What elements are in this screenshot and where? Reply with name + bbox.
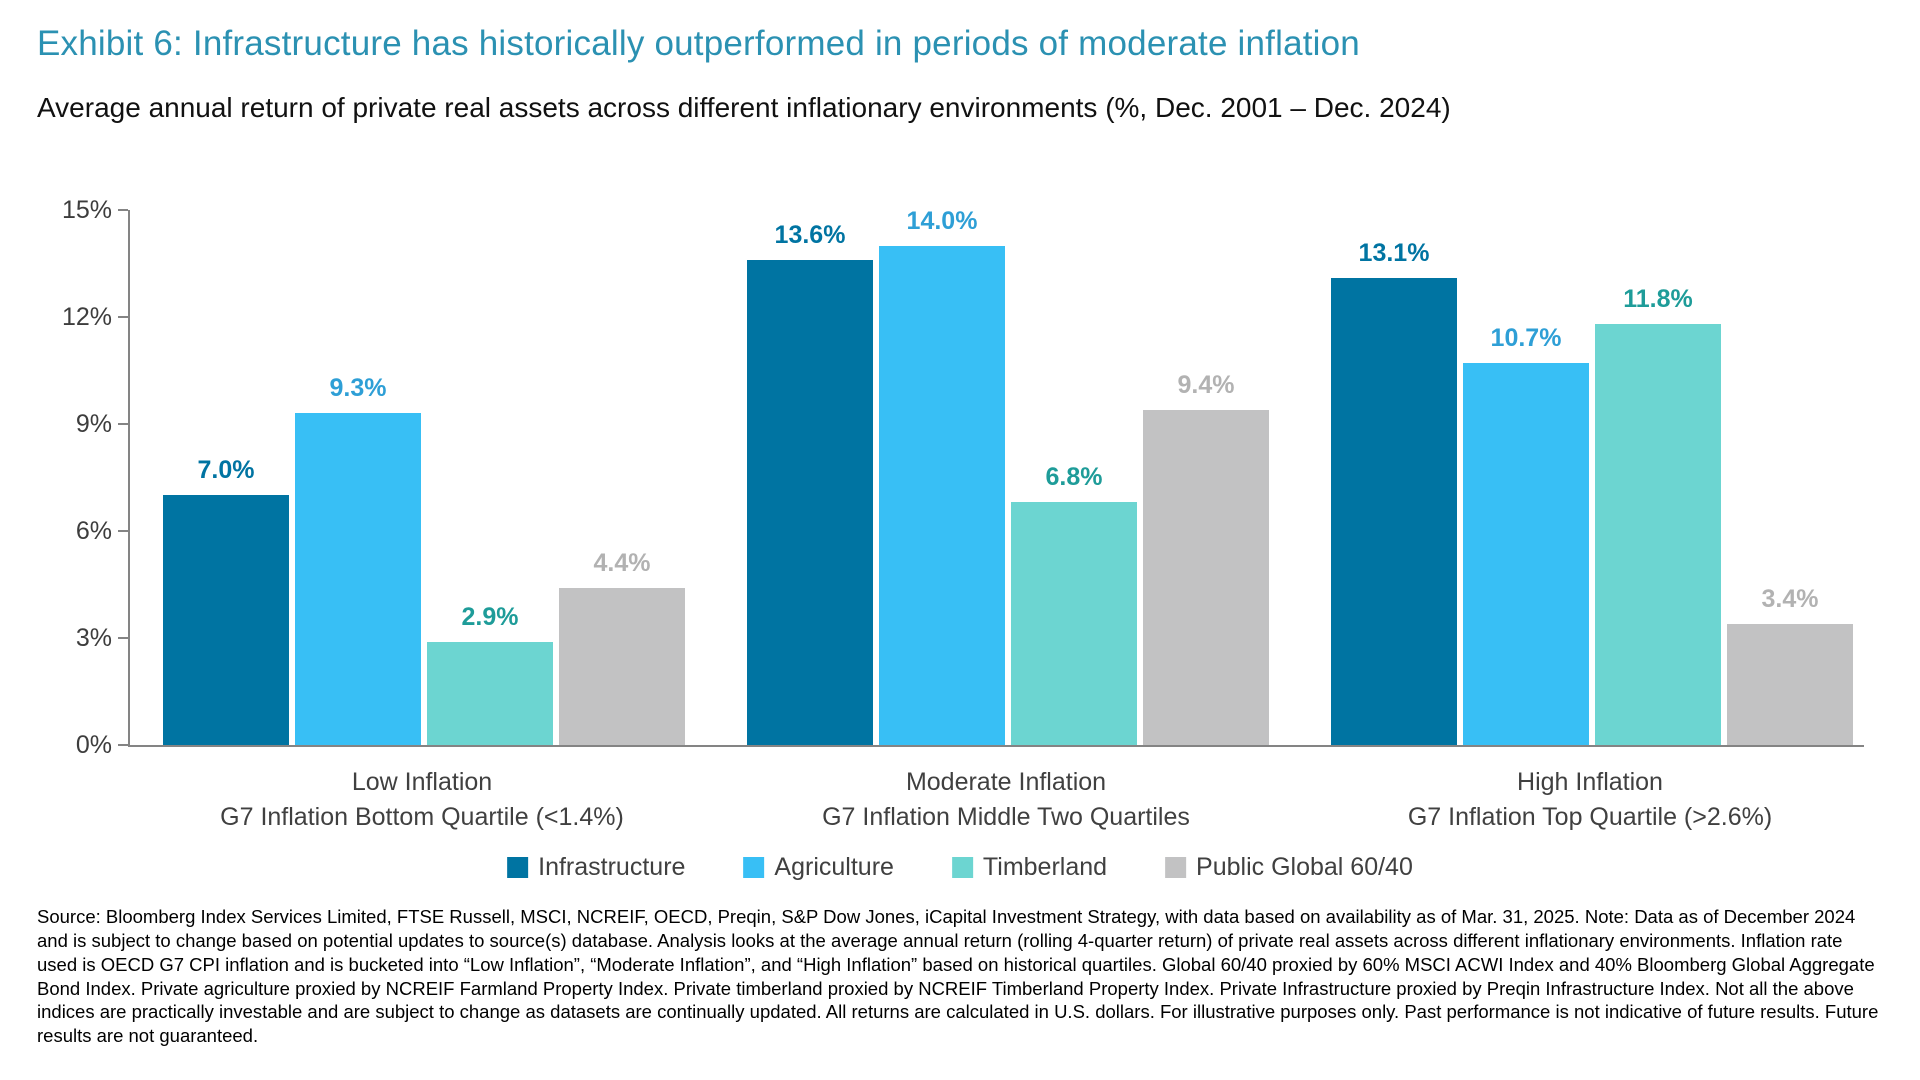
bar-value-label: 2.9% xyxy=(461,602,519,631)
bar-value-label: 6.8% xyxy=(1045,463,1103,492)
y-tick-label: 6% xyxy=(75,517,112,545)
bar-group-moderate-inflation: 13.6% 14.0% 6.8% 9.4% xyxy=(747,207,1269,745)
y-tick-label: 12% xyxy=(61,303,112,331)
bar-column-infrastructure-moderate-inflation: 13.6% xyxy=(747,221,873,745)
bar-column-infrastructure-low-inflation: 7.0% xyxy=(163,456,289,745)
bar-infrastructure xyxy=(163,495,289,745)
category-label-moderate-inflation: Moderate Inflation G7 Inflation Middle Tw… xyxy=(745,765,1267,835)
y-tick-mark xyxy=(118,637,128,639)
bar-group-low-inflation: 7.0% 9.3% 2.9% 4.4% xyxy=(163,374,685,745)
x-axis-category-labels: Low Inflation G7 Inflation Bottom Quartil… xyxy=(161,765,1851,835)
y-tick-label: 9% xyxy=(75,410,112,438)
exhibit-title: Exhibit 6: Infrastructure has historical… xyxy=(37,24,1360,63)
bar-public-global-60-40 xyxy=(559,588,685,745)
bar-public-global-60-40 xyxy=(1727,623,1853,745)
bar-column-agriculture-low-inflation: 9.3% xyxy=(295,374,421,745)
bar-timberland xyxy=(1595,324,1721,745)
category-label-line1: High Inflation xyxy=(1517,768,1663,796)
legend-item-infrastructure: Infrastructure xyxy=(507,853,685,882)
legend-label-timberland: Timberland xyxy=(982,853,1108,881)
y-tick-mark xyxy=(118,209,128,211)
legend-item-agriculture: Agriculture xyxy=(743,853,894,882)
bar-groups: 7.0% 9.3% 2.9% 4.4% 13.6% 14.0% 6.8% 9.4% 13.1% 1… xyxy=(163,207,1853,745)
legend-item-public-global-60-40: Public Global 60/40 xyxy=(1165,853,1413,882)
legend-label-agriculture: Agriculture xyxy=(774,853,894,881)
bar-column-public-global-60-40-high-inflation: 3.4% xyxy=(1727,585,1853,745)
category-label-line1: Low Inflation xyxy=(351,768,493,796)
legend-swatch-public-global-60-40 xyxy=(1165,857,1187,878)
bar-infrastructure xyxy=(747,259,873,745)
bar-agriculture xyxy=(295,413,421,745)
category-label-high-inflation: High Inflation G7 Inflation Top Quartile … xyxy=(1329,765,1851,835)
legend-swatch-agriculture xyxy=(743,857,765,878)
bar-agriculture xyxy=(879,245,1005,745)
bar-column-public-global-60-40-moderate-inflation: 9.4% xyxy=(1143,371,1269,745)
bar-column-timberland-high-inflation: 11.8% xyxy=(1595,285,1721,745)
y-tick-mark xyxy=(118,530,128,532)
exhibit-subtitle: Average annual return of private real as… xyxy=(37,92,1451,123)
bar-column-infrastructure-high-inflation: 13.1% xyxy=(1331,239,1457,745)
legend-item-timberland: Timberland xyxy=(951,853,1108,882)
category-label-line2: G7 Inflation Top Quartile (>2.6%) xyxy=(1407,803,1773,831)
bar-value-label: 7.0% xyxy=(197,456,255,485)
bar-agriculture xyxy=(1463,363,1589,745)
bar-value-label: 11.8% xyxy=(1623,285,1693,314)
bar-column-timberland-low-inflation: 2.9% xyxy=(427,603,553,745)
legend-label-public-global-60-40: Public Global 60/40 xyxy=(1196,853,1413,881)
y-tick-label: 15% xyxy=(61,196,112,224)
legend-swatch-infrastructure xyxy=(507,857,529,878)
y-tick-mark xyxy=(118,423,128,425)
bar-value-label: 4.4% xyxy=(593,549,651,578)
bar-value-label: 3.4% xyxy=(1761,584,1819,613)
bar-value-label: 13.1% xyxy=(1358,238,1430,267)
bar-column-agriculture-moderate-inflation: 14.0% xyxy=(879,207,1005,745)
bar-group-high-inflation: 13.1% 10.7% 11.8% 3.4% xyxy=(1331,239,1853,745)
y-tick-mark xyxy=(118,744,128,746)
bar-value-label: 9.3% xyxy=(329,374,387,403)
chart-legend: Infrastructure Agriculture Timberland Publi… xyxy=(507,853,1413,882)
legend-label-infrastructure: Infrastructure xyxy=(538,853,686,881)
bar-value-label: 13.6% xyxy=(774,220,846,249)
category-label-line2: G7 Inflation Middle Two Quartiles xyxy=(822,803,1190,831)
bar-column-timberland-moderate-inflation: 6.8% xyxy=(1011,463,1137,745)
y-tick-label: 3% xyxy=(75,624,112,652)
category-label-low-inflation: Low Inflation G7 Inflation Bottom Quartil… xyxy=(161,765,683,835)
source-note: Source: Bloomberg Index Services Limited… xyxy=(37,906,1879,1047)
y-tick-label: 0% xyxy=(75,731,112,759)
bar-value-label: 14.0% xyxy=(906,206,978,235)
y-tick-mark xyxy=(118,316,128,318)
legend-swatch-timberland xyxy=(951,857,973,878)
bar-timberland xyxy=(427,641,553,745)
bar-chart-plot-area: 0% 3% 6% 9% 12% 15% 7.0% 9.3% 2.9% 4.4% 13.6% 14.0%… xyxy=(62,196,1864,759)
bar-value-label: 10.7% xyxy=(1490,324,1562,353)
bar-value-label: 9.4% xyxy=(1177,370,1235,399)
bar-timberland xyxy=(1011,502,1137,745)
bar-infrastructure xyxy=(1331,277,1457,745)
category-label-line2: G7 Inflation Bottom Quartile (<1.4%) xyxy=(220,803,624,831)
bar-column-agriculture-high-inflation: 10.7% xyxy=(1463,324,1589,745)
bar-column-public-global-60-40-low-inflation: 4.4% xyxy=(559,549,685,745)
bar-public-global-60-40 xyxy=(1143,409,1269,745)
category-label-line1: Moderate Inflation xyxy=(905,768,1107,796)
